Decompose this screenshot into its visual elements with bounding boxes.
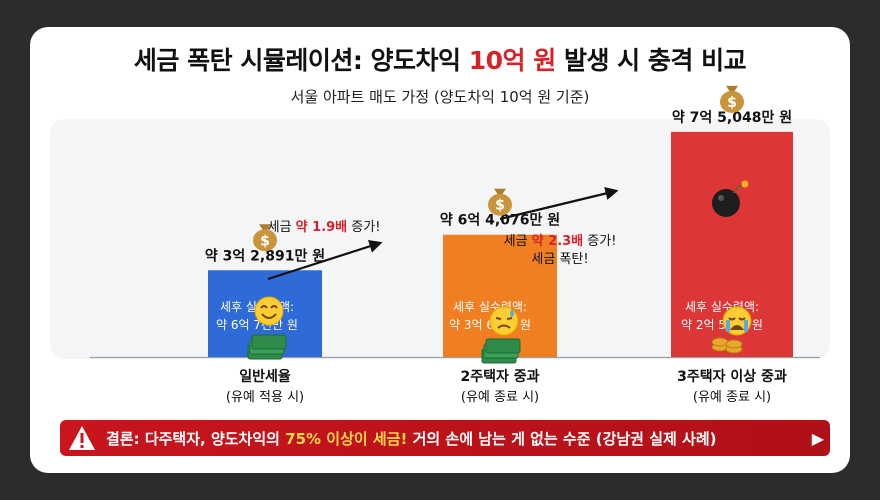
title-prefix: 세금 폭탄 시뮬레이션: 양도차익 bbox=[133, 46, 469, 75]
svg-text:$: $ bbox=[260, 233, 270, 249]
annotation-2: 세금 약 2.3배 증가! bbox=[504, 233, 617, 249]
tax-comparison-chart: 약 3억 2,891만 원$세후 실수령액:약 6억 7천만 원일반세율(유예 … bbox=[90, 85, 820, 405]
bomb-icon bbox=[712, 180, 749, 217]
page-subtitle: 서울 아파트 매도 가정 (양도차익 10억 원 기준) bbox=[290, 88, 590, 106]
annotation-2-line2: 세금 폭탄! bbox=[531, 252, 588, 267]
warning-triangle-icon bbox=[69, 426, 95, 450]
increase-arrow-2 bbox=[499, 187, 619, 221]
category-sublabel-2: (유예 종료 시) bbox=[461, 390, 539, 405]
bar-2 bbox=[443, 234, 557, 357]
increase-arrow-1 bbox=[267, 239, 383, 281]
money-bag-icon: $ bbox=[488, 188, 512, 216]
cash-stack-icon bbox=[481, 338, 521, 364]
annotation-1: 세금 약 1.9배 증가! bbox=[268, 219, 381, 235]
smile-emoji-icon bbox=[254, 296, 284, 326]
svg-text:$: $ bbox=[495, 198, 505, 214]
category-label-2: 2주택자 중과 bbox=[460, 368, 539, 385]
money-bag-icon: $ bbox=[253, 224, 277, 252]
banner-prefix: 결론: 다주택자, 양도차익의 bbox=[106, 430, 286, 448]
title-suffix: 발생 시 충격 비교 bbox=[555, 46, 747, 75]
value-label-1: 약 3억 2,891만 원 bbox=[205, 247, 325, 264]
category-label-3: 3주택자 이상 중과 bbox=[677, 368, 787, 385]
money-bag-icon: $ bbox=[720, 85, 744, 113]
title-highlight: 10억 원 bbox=[468, 46, 557, 75]
cash-stack-icon bbox=[247, 334, 287, 360]
coin-stack-icon bbox=[711, 337, 743, 354]
sad-sweat-emoji-icon bbox=[489, 306, 519, 336]
chevron-right-icon: ▶ bbox=[811, 429, 824, 448]
net-label-title-2: 세후 실수령액: bbox=[453, 300, 527, 314]
infographic-card: 세금 폭탄 시뮬레이션: 양도차익 10억 원 발생 시 충격 비교 서울 아파… bbox=[30, 27, 850, 473]
value-label-2: 약 6억 4,076만 원 bbox=[440, 212, 560, 229]
conclusion-banner: 결론: 다주택자, 양도차익의 75% 이상이 세금! 거의 손에 남는 게 없… bbox=[60, 420, 830, 456]
value-label-3: 약 7억 5,048만 원 bbox=[672, 109, 792, 126]
banner-suffix: 거의 손에 남는 게 없는 수준 (강남권 실제 사례) bbox=[407, 430, 717, 448]
category-sublabel-3: (유예 종료 시) bbox=[693, 390, 771, 405]
category-label-1: 일반세율 bbox=[239, 368, 291, 385]
category-sublabel-1: (유예 적용 시) bbox=[226, 390, 304, 405]
page-title: 세금 폭탄 시뮬레이션: 양도차익 10억 원 발생 시 충격 비교 bbox=[30, 41, 850, 77]
crying-emoji-icon bbox=[722, 306, 752, 336]
banner-highlight: 75% 이상이 세금! bbox=[285, 430, 408, 448]
net-label-value-1: 약 6억 7천만 원 bbox=[216, 317, 298, 332]
svg-text:$: $ bbox=[727, 95, 737, 111]
banner-text: 결론: 다주택자, 양도차익의 75% 이상이 세금! 거의 손에 남는 게 없… bbox=[106, 428, 717, 449]
